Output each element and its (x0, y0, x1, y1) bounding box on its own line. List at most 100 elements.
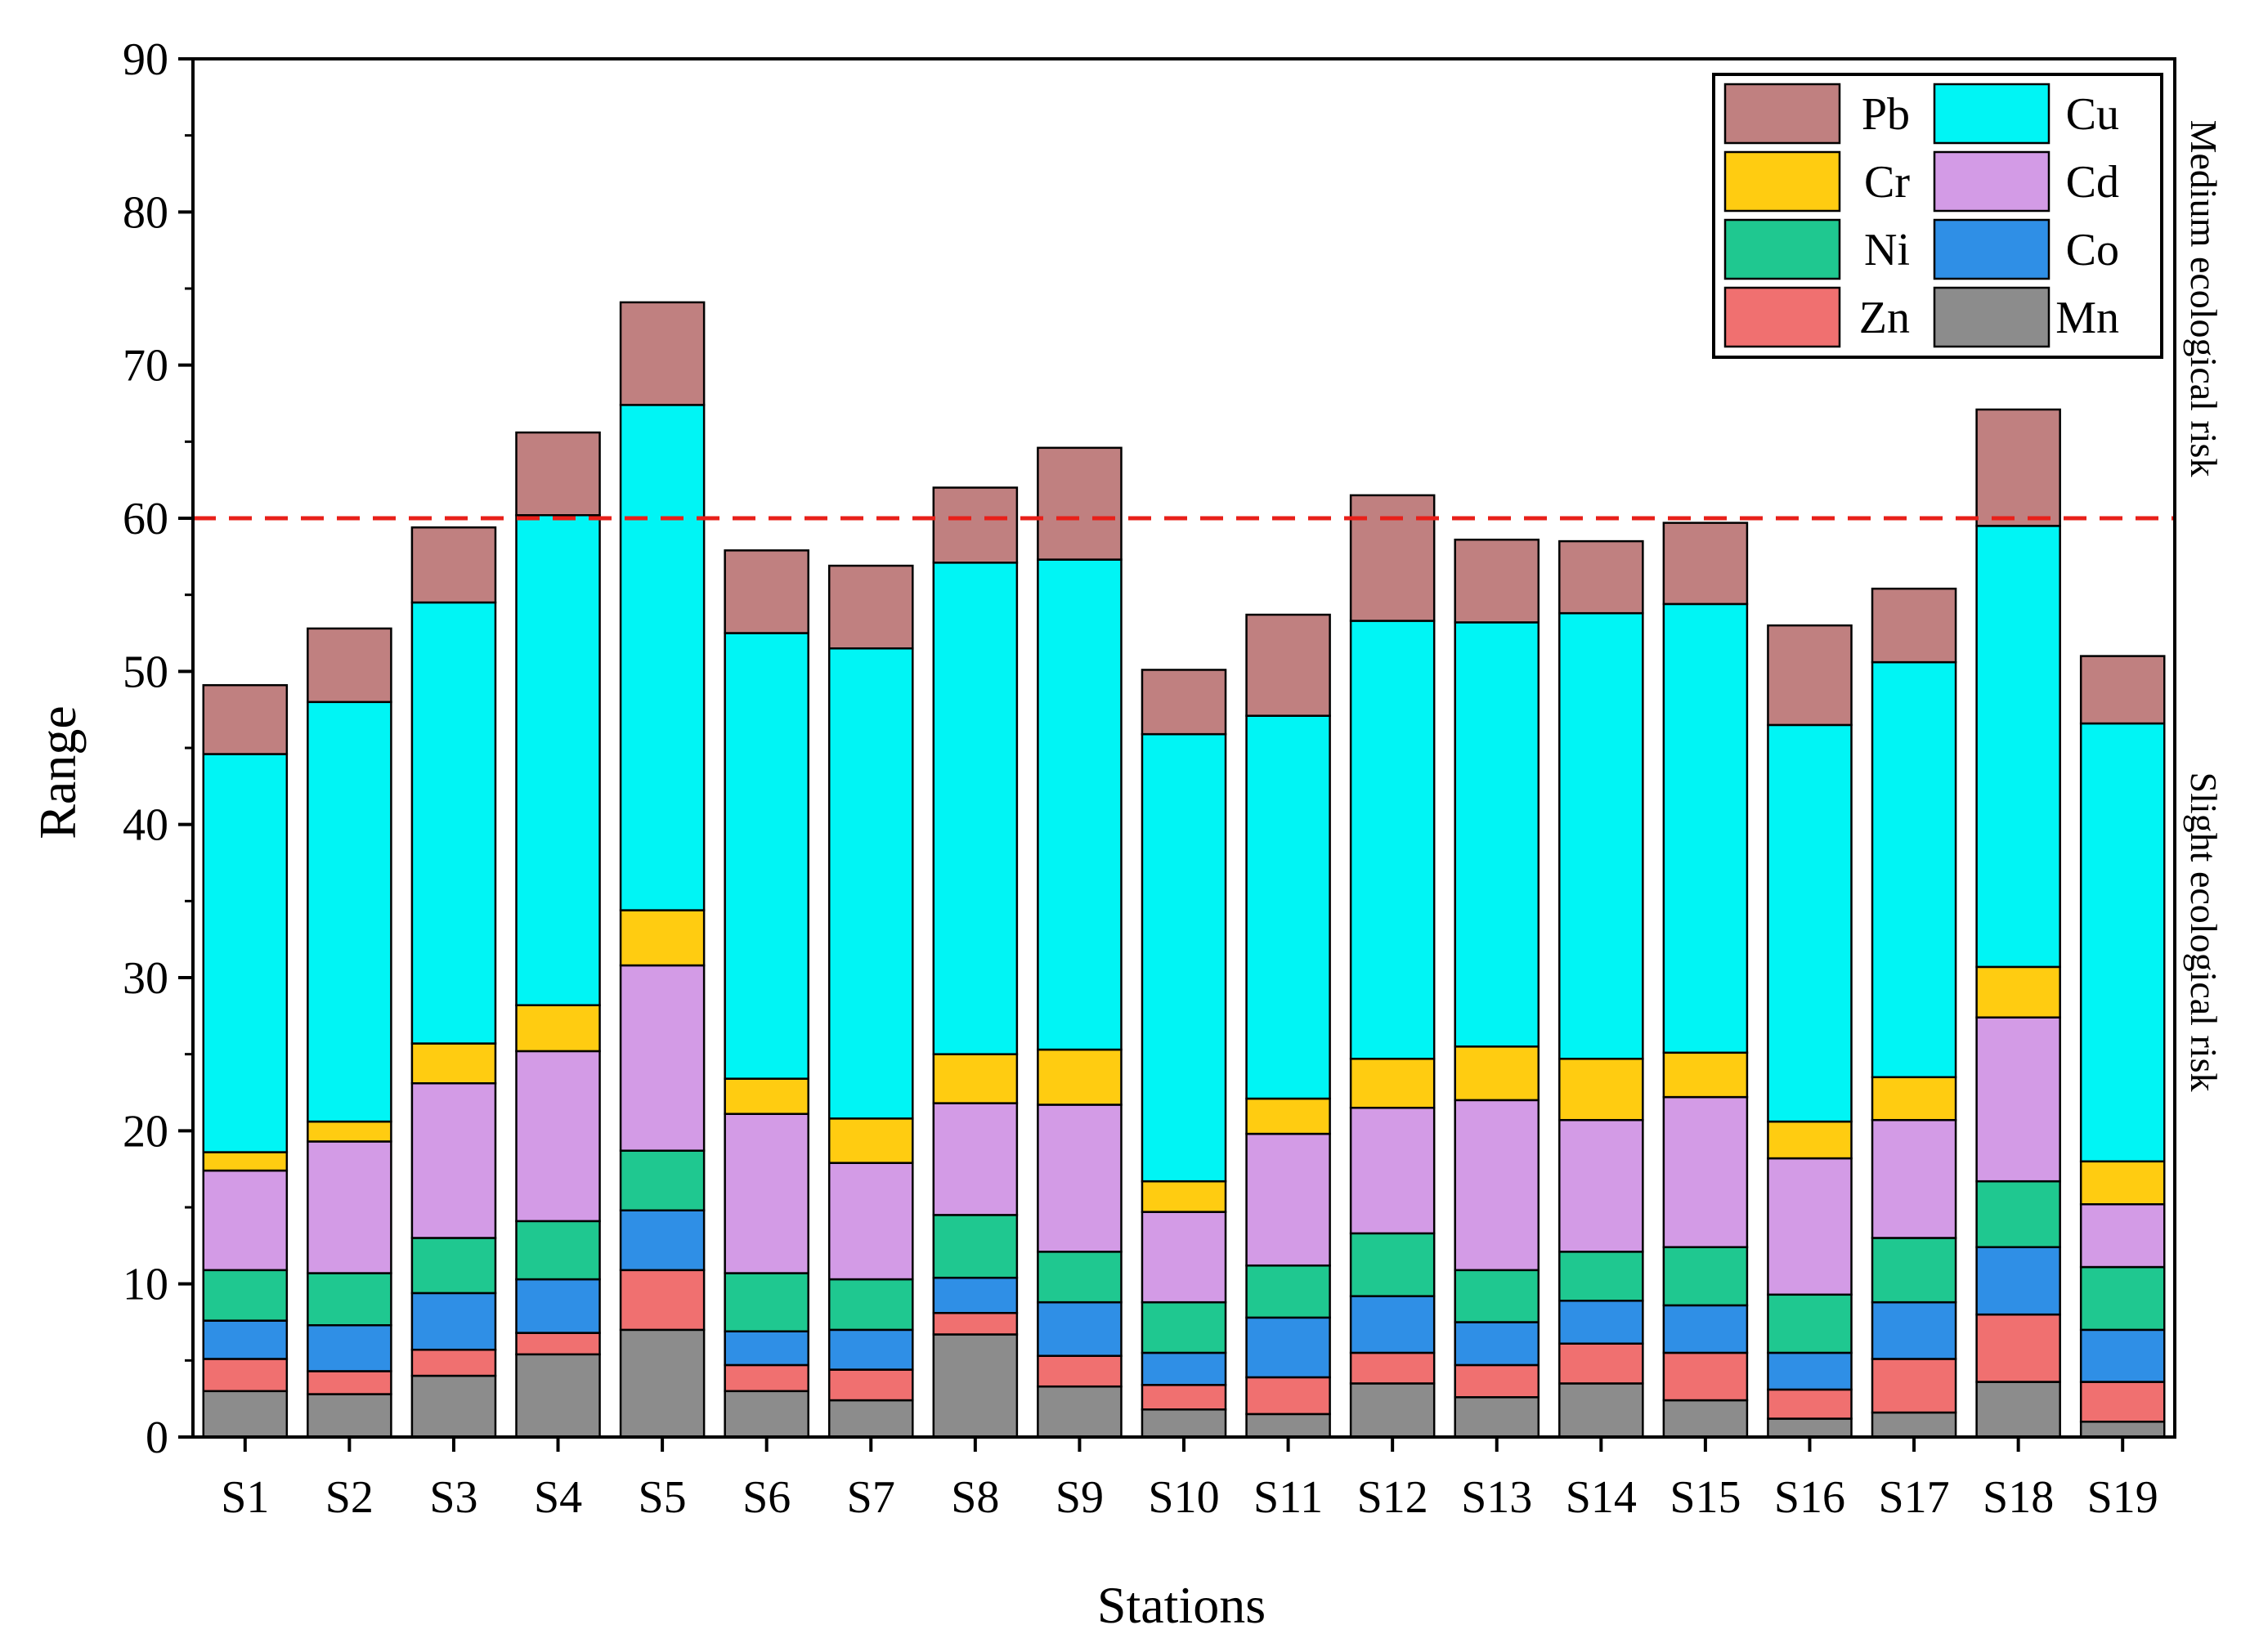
bar-segment-cu-s8 (932, 562, 1019, 1055)
bar-segment-pb-s19 (2079, 655, 2166, 725)
bar-segment-cr-s6 (724, 1077, 809, 1115)
x-tick-label-s15: S15 (1670, 1472, 1741, 1523)
bar-segment-ni-s7 (827, 1278, 914, 1332)
legend-label-ni: Ni (1864, 225, 1910, 275)
bar-segment-cd-s17 (1871, 1118, 1957, 1239)
bar-segment-mn-s5 (619, 1328, 706, 1439)
bar-segment-mn-s12 (1349, 1382, 1436, 1439)
bar-segment-mn-s3 (410, 1374, 497, 1439)
bar-segment-mn-s14 (1558, 1382, 1644, 1439)
bar-segment-cu-s19 (2079, 722, 2166, 1163)
bar-segment-mn-s2 (307, 1393, 392, 1439)
bar-segment-pb-s18 (1975, 408, 2061, 527)
bar-segment-cu-s5 (619, 404, 706, 911)
bar-segment-cr-s13 (1454, 1045, 1540, 1102)
legend-swatch-ni (1723, 218, 1841, 280)
x-tick-label-s9: S9 (1056, 1472, 1104, 1523)
x-tick-label-s5: S5 (639, 1472, 687, 1523)
bar-segment-pb-s3 (410, 526, 497, 604)
bar-segment-zn-s5 (619, 1269, 706, 1332)
bar-segment-mn-s17 (1871, 1411, 1957, 1439)
x-tick-label-s10: S10 (1148, 1472, 1219, 1523)
x-tick-label-s12: S12 (1357, 1472, 1428, 1523)
bar-segment-mn-s6 (724, 1390, 809, 1439)
bar-segment-pb-s15 (1662, 522, 1749, 606)
bar-segment-cu-s7 (827, 647, 914, 1120)
legend: Pb Cu Cr Cd Ni Co Zn Mn (1712, 73, 2163, 359)
y-tick-label: 40 (123, 800, 168, 851)
bar-segment-pb-s11 (1245, 613, 1331, 717)
bar-segment-co-s6 (724, 1330, 809, 1367)
bar-segment-ni-s1 (202, 1269, 289, 1322)
slight-risk-label: Slight ecological risk (2183, 772, 2225, 1092)
bar-segment-ni-s6 (724, 1272, 809, 1332)
y-tick-label: 60 (123, 494, 168, 544)
bar-segment-co-s12 (1349, 1295, 1436, 1354)
bar-segment-zn-s12 (1349, 1351, 1436, 1385)
bar-segment-zn-s3 (410, 1348, 497, 1377)
bar-segment-mn-s18 (1975, 1381, 2061, 1439)
bar-segment-cd-s18 (1975, 1016, 2061, 1183)
bar-segment-ni-s5 (619, 1149, 706, 1211)
bar-segment-ni-s18 (1975, 1180, 2061, 1248)
bar-segment-cd-s14 (1558, 1118, 1644, 1253)
bar-segment-pb-s16 (1767, 624, 1853, 727)
bar-segment-cu-s18 (1975, 525, 2061, 969)
bar-segment-cd-s9 (1037, 1104, 1123, 1253)
legend-swatch-zn (1723, 286, 1841, 348)
bar-segment-zn-s17 (1871, 1358, 1957, 1414)
bar-segment-cr-s12 (1349, 1058, 1436, 1109)
bar-segment-pb-s14 (1558, 539, 1644, 615)
bar-segment-zn-s18 (1975, 1313, 2061, 1383)
bar-segment-zn-s19 (2079, 1381, 2166, 1423)
x-axis-title: Stations (1097, 1576, 1266, 1634)
bar-segment-ni-s15 (1662, 1246, 1749, 1307)
bar-stack-s4 (515, 431, 601, 1439)
x-tick-label-s14: S14 (1566, 1472, 1637, 1523)
bar-segment-pb-s1 (202, 683, 289, 755)
bar-segment-co-s3 (410, 1292, 497, 1351)
bar-segment-cu-s10 (1141, 732, 1227, 1183)
legend-label-pb: Pb (1862, 89, 1910, 140)
bar-segment-cd-s19 (2079, 1203, 2166, 1269)
x-tick-label-s7: S7 (847, 1472, 895, 1523)
legend-label-cu: Cu (2066, 89, 2119, 140)
legend-swatch-cu (1933, 83, 2051, 145)
bar-segment-cu-s15 (1662, 602, 1749, 1054)
bar-stack-s2 (307, 627, 392, 1439)
bar-stack-s7 (827, 564, 914, 1439)
y-tick-label: 10 (123, 1260, 168, 1310)
bar-stack-s8 (932, 486, 1019, 1439)
bar-segment-co-s1 (202, 1319, 289, 1360)
x-tick-label-s16: S16 (1774, 1472, 1845, 1523)
bar-segment-cd-s15 (1662, 1095, 1749, 1248)
legend-swatch-cd (1933, 150, 2051, 213)
bar-segment-cr-s16 (1767, 1120, 1853, 1160)
bar-stack-s11 (1245, 613, 1331, 1439)
bar-stack-s15 (1662, 522, 1749, 1439)
bar-segment-ni-s3 (410, 1237, 497, 1295)
bar-stack-s1 (202, 683, 289, 1439)
x-tick-label-s3: S3 (429, 1472, 477, 1523)
bar-segment-cu-s16 (1767, 723, 1853, 1123)
x-tick-label-s17: S17 (1878, 1472, 1949, 1523)
bar-segment-ni-s19 (2079, 1265, 2166, 1332)
bar-segment-mn-s19 (2079, 1421, 2166, 1439)
bar-segment-cu-s3 (410, 601, 497, 1045)
bar-segment-cu-s2 (307, 701, 392, 1123)
bar-segment-ni-s11 (1245, 1264, 1331, 1319)
bar-segment-cu-s14 (1558, 611, 1644, 1060)
x-tick-label-s6: S6 (742, 1472, 791, 1523)
x-tick-label-s19: S19 (2087, 1472, 2158, 1523)
bar-segment-cu-s1 (202, 753, 289, 1153)
bar-segment-zn-s14 (1558, 1342, 1644, 1385)
bar-segment-zn-s13 (1454, 1363, 1540, 1399)
bar-stack-s14 (1558, 539, 1644, 1439)
bar-stack-s5 (619, 301, 706, 1439)
legend-label-cr: Cr (1864, 157, 1910, 208)
bar-segment-zn-s11 (1245, 1376, 1331, 1416)
bar-segment-mn-s10 (1141, 1408, 1227, 1439)
bar-segment-cr-s4 (515, 1004, 601, 1053)
bars-layer (202, 301, 2166, 1439)
bar-segment-cr-s15 (1662, 1051, 1749, 1099)
